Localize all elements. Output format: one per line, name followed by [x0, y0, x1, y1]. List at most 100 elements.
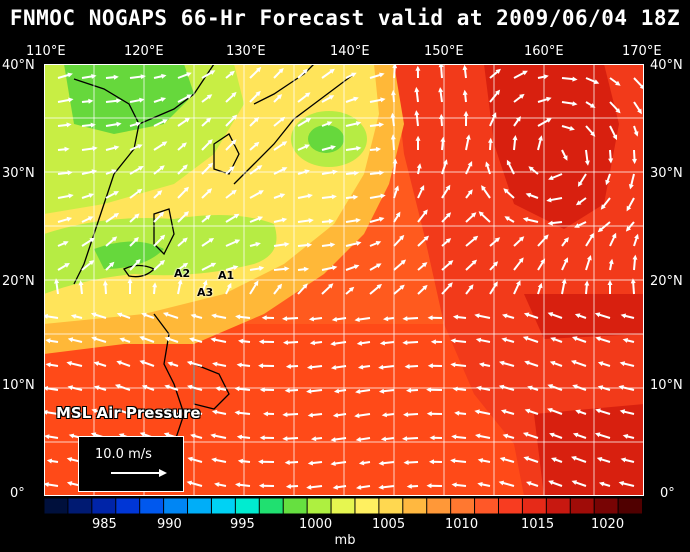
wind-arrow — [578, 173, 587, 185]
colorbar-tick-1010: 1010 — [445, 517, 479, 532]
reference-vector-box: 10.0 m/s — [78, 436, 184, 492]
wind-arrow-head — [392, 158, 398, 164]
wind-arrow — [321, 284, 332, 295]
wind-arrow — [477, 434, 491, 439]
wind-arrow-head — [256, 66, 262, 73]
wind-arrow-head — [68, 433, 75, 439]
wind-arrow — [321, 266, 335, 271]
wind-arrow-head — [462, 64, 468, 71]
wind-arrow-head — [186, 360, 193, 366]
wind-arrow — [81, 170, 95, 175]
wind-arrow-head — [527, 385, 533, 391]
wind-arrow-head — [499, 456, 506, 462]
colorbar-swatch — [330, 498, 356, 514]
reference-arrow-icon — [111, 469, 167, 477]
wind-arrow — [214, 458, 227, 463]
wind-arrow-head — [328, 283, 334, 289]
wind-arrow — [165, 312, 179, 319]
lon-label-130: 130°E — [226, 44, 266, 59]
wind-arrow — [345, 122, 359, 127]
wind-arrow-head — [394, 185, 399, 191]
wind-arrow-head — [430, 339, 436, 345]
colorbar-swatch — [210, 498, 237, 514]
wind-arrow — [45, 315, 59, 319]
wind-arrow-head — [475, 337, 482, 343]
wind-arrow — [573, 480, 587, 487]
wind-arrow — [597, 409, 611, 415]
wind-arrow-head — [540, 258, 546, 264]
wind-arrow-head — [447, 282, 453, 288]
wind-arrow-head — [205, 214, 211, 220]
colorbar-tick-1015: 1015 — [521, 517, 555, 532]
wind-arrow — [453, 363, 467, 367]
wind-arrow — [477, 314, 491, 319]
wind-arrow-head — [332, 412, 339, 418]
wind-arrow-head — [68, 97, 74, 103]
wind-arrow-head — [402, 436, 408, 442]
wind-arrow-head — [91, 169, 98, 175]
wind-arrow — [513, 259, 523, 271]
wind-arrow — [369, 73, 382, 79]
wind-arrow-head — [87, 216, 94, 221]
wind-arrow — [201, 263, 215, 271]
wind-arrow-head — [115, 408, 122, 413]
wind-arrow-head — [481, 185, 486, 191]
wind-arrow — [225, 214, 238, 223]
wind-arrow-head — [231, 91, 237, 98]
wind-arrow-head — [550, 337, 556, 342]
wind-arrow — [357, 413, 371, 417]
wind-arrow-head — [478, 362, 485, 368]
wind-arrow-head — [403, 460, 409, 465]
wind-arrow — [55, 281, 59, 295]
wind-arrow — [633, 257, 637, 271]
wind-arrow-head — [637, 108, 642, 115]
wind-arrow — [621, 386, 635, 391]
wind-arrow-head — [620, 457, 626, 463]
wind-arrow-head — [402, 316, 408, 322]
wind-arrow-head — [162, 408, 169, 413]
wind-arrow-head — [639, 84, 644, 90]
wind-arrow — [81, 261, 93, 271]
wind-arrow-head — [331, 365, 337, 370]
wind-arrow — [357, 389, 371, 393]
wind-arrow — [70, 386, 83, 391]
wind-arrow-head — [375, 241, 382, 246]
wind-arrow-head — [390, 134, 396, 140]
colorbar-swatch — [426, 498, 452, 514]
wind-arrow — [381, 485, 395, 489]
wind-arrow-head — [276, 94, 283, 100]
wind-arrow — [237, 411, 251, 415]
colorbar-tick-1000: 1000 — [299, 517, 333, 532]
wind-arrow-head — [308, 218, 314, 224]
wind-arrow-head — [44, 386, 49, 391]
wind-arrow-head — [142, 409, 148, 414]
wind-arrow-head — [608, 158, 614, 164]
wind-arrow-head — [379, 216, 385, 222]
wind-arrow-head — [523, 456, 529, 462]
colorbar-swatch — [234, 498, 261, 514]
wind-arrow-head — [206, 94, 213, 100]
wind-arrow-head — [186, 94, 193, 100]
wind-arrow — [537, 235, 548, 247]
wind-arrow — [507, 161, 515, 175]
wind-arrow-head — [414, 86, 420, 93]
wind-arrow-head — [625, 226, 631, 232]
wind-arrow-head — [597, 385, 604, 391]
wind-arrow-head — [306, 484, 312, 490]
wind-arrow-head — [284, 460, 290, 465]
wind-arrow-head — [133, 237, 139, 243]
wind-arrow-head — [177, 279, 183, 285]
wind-arrow-head — [379, 72, 385, 78]
wind-arrow — [480, 212, 491, 223]
wind-arrow — [380, 365, 395, 369]
wind-arrow-head — [279, 116, 286, 122]
wind-arrow-head — [113, 74, 119, 80]
wind-arrow-head — [522, 70, 528, 76]
storm-label-a2: A2 — [174, 267, 191, 280]
pressure-map[interactable] — [44, 64, 644, 496]
storm-label-a1: A1 — [218, 269, 235, 282]
colorbar-swatch — [44, 498, 69, 514]
colorbar-swatch — [450, 498, 476, 514]
wind-arrow-head — [426, 411, 432, 417]
colorbar-swatch — [139, 498, 165, 514]
